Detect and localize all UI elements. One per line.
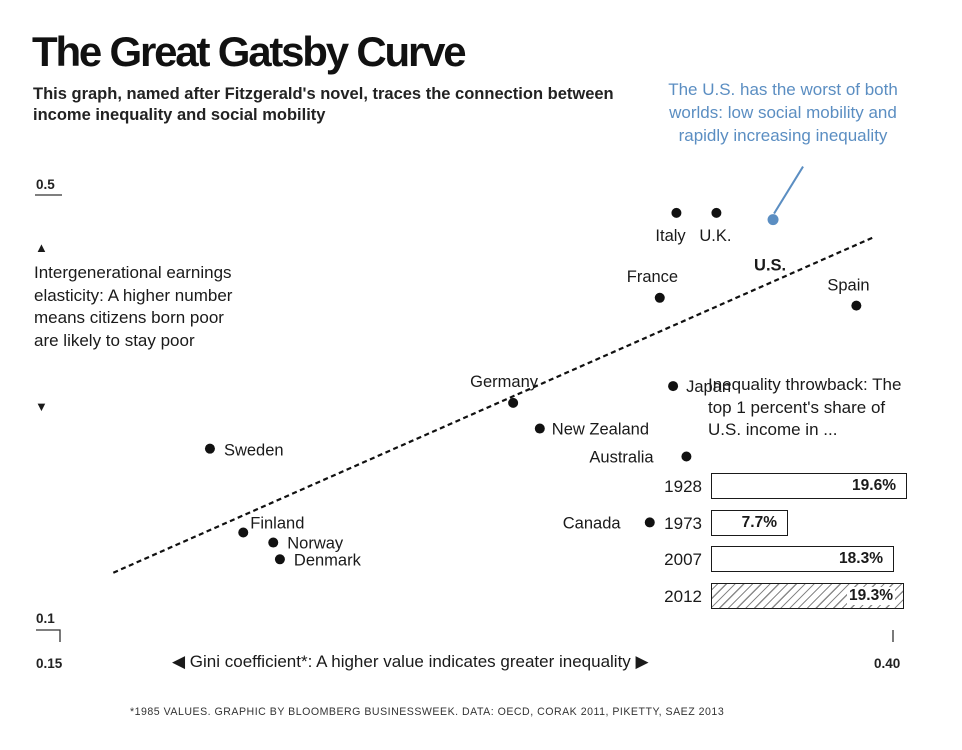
point-australia [681, 451, 692, 462]
inset-value-label: 7.7% [741, 514, 777, 531]
point-label-norway: Norway [287, 535, 344, 553]
inset-bar: 19.3% [711, 583, 904, 609]
point-u-s [767, 214, 779, 226]
inset-year-label: 2007 [664, 550, 702, 569]
axes-layer: 0.5 0.1 0.15 0.40 [35, 177, 900, 671]
inset-value-label: 19.3% [847, 587, 895, 605]
point-u-k [711, 207, 722, 218]
point-label-finland: Finland [250, 514, 304, 532]
point-norway [268, 537, 279, 548]
point-label-new-zealand: New Zealand [552, 421, 649, 439]
point-label-france: France [627, 268, 678, 286]
inset-bar-row: 1928 19.6% [640, 473, 930, 501]
trend-layer [112, 236, 874, 574]
y-axis-description: Intergenerational earnings elasticity: A… [34, 263, 233, 350]
point-spain [851, 300, 862, 311]
point-france [654, 292, 665, 303]
y-tick-mark-bottom [36, 629, 61, 642]
point-label-u-s: U.S. [754, 257, 786, 275]
point-canada [644, 517, 655, 528]
scatter-chart: 0.5 0.1 0.15 0.40 Italy U.K. U.S. France Spain J… [35, 166, 900, 671]
point-label-japan: Japan [686, 378, 731, 396]
point-label-sweden: Sweden [224, 442, 284, 460]
point-denmark [274, 554, 285, 565]
y-tick-label-top: 0.5 [36, 177, 55, 192]
inset-year-label: 1973 [664, 514, 702, 533]
point-italy [671, 207, 682, 218]
y-tick-label-bottom: 0.1 [36, 611, 55, 626]
point-label-canada: Canada [563, 514, 622, 532]
point-label-italy: Italy [655, 227, 686, 245]
point-japan [668, 381, 679, 392]
point-label-u-k: U.K. [699, 227, 731, 245]
inset-bar-row: 1973 7.7% [640, 510, 930, 538]
inset-bar-row: 2012 19.3% [640, 583, 930, 611]
x-axis-description: ◀ Gini coefficient*: A higher value indi… [172, 652, 649, 671]
us-pointer-line [773, 166, 804, 215]
inset-bar: 7.7% [711, 510, 788, 536]
point-label-australia: Australia [589, 448, 654, 466]
point-finland [238, 527, 249, 538]
point-sweden [204, 443, 215, 454]
point-label-spain: Spain [827, 277, 869, 295]
inset-title: Inequality throwback: The top 1 percent'… [708, 375, 902, 439]
inset-year-label: 1928 [664, 477, 702, 496]
us-annotation: The U.S. has the worst of both worlds: l… [668, 80, 898, 145]
points-layer: Italy U.K. U.S. France Spain Japan Germany New … [204, 166, 870, 569]
point-label-denmark: Denmark [294, 551, 362, 569]
trend-line [112, 236, 874, 574]
point-new-zealand [534, 423, 545, 434]
inset-bar-row: 2007 18.3% [640, 546, 930, 574]
point-label-germany: Germany [470, 373, 539, 391]
y-arrow-up-icon: ▲ [35, 240, 48, 255]
footnote: *1985 VALUES. GRAPHIC BY BLOOMBERG BUSIN… [130, 706, 725, 718]
chart-title: The Great Gatsby Curve [32, 28, 467, 75]
inset-bar: 19.6% [711, 473, 907, 499]
inset-bar: 18.3% [711, 546, 894, 572]
inset-year-label: 2012 [664, 587, 702, 606]
y-arrow-down-icon: ▼ [35, 399, 48, 414]
x-tick-label-right: 0.40 [874, 656, 900, 671]
point-germany [508, 397, 519, 408]
inset-value-label: 19.6% [852, 477, 896, 494]
inset-value-label: 18.3% [839, 550, 883, 567]
x-tick-label-left: 0.15 [36, 656, 63, 671]
chart-subtitle: This graph, named after Fitzgerald's nov… [33, 85, 614, 124]
